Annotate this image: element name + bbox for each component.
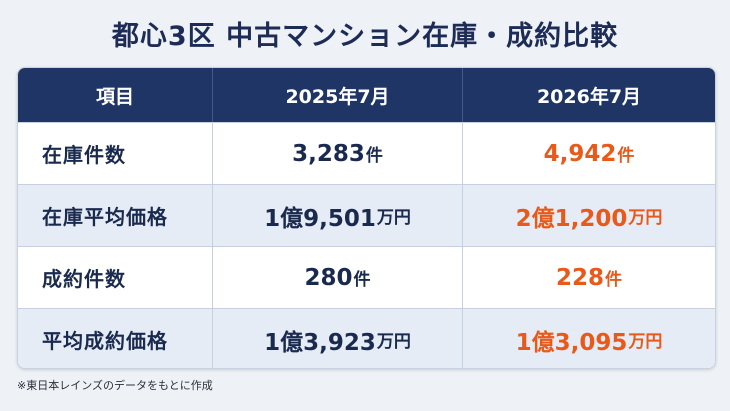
table-row: 成約件数 280 件 228 件 (18, 246, 715, 308)
source-note: ※東日本レインズのデータをもとに作成 (17, 379, 213, 392)
row-label: 在庫件数 (18, 123, 213, 184)
value-number: 1億9,501 (264, 205, 376, 232)
value-number: 1億3,923 (264, 329, 376, 356)
value-2025: 3,283 件 (213, 123, 463, 184)
value-number: 280 (304, 264, 353, 291)
value-2025: 1億3,923 万円 (213, 309, 463, 368)
value-number: 3,283 (292, 140, 365, 167)
value-2026: 4,942 件 (463, 123, 715, 184)
comparison-table: 項目 2025年7月 2026年7月 在庫件数 3,283 件 4,942 件 在庫… (17, 67, 716, 369)
value-2026: 2億1,200 万円 (463, 185, 715, 246)
table-header-row: 項目 2025年7月 2026年7月 (18, 68, 715, 122)
value-number: 228 (555, 264, 604, 291)
header-2025: 2025年7月 (213, 68, 463, 122)
value-number: 1億3,095 (515, 329, 628, 356)
value-2026: 228 件 (463, 247, 715, 308)
value-number: 4,942 (543, 140, 617, 167)
value-unit: 件 (353, 270, 371, 290)
value-number: 2億1,200 (515, 205, 628, 232)
value-unit: 件 (365, 146, 383, 166)
row-label: 在庫平均価格 (18, 185, 213, 246)
value-2025: 1億9,501 万円 (213, 185, 463, 246)
value-unit: 件 (605, 270, 622, 290)
value-unit: 万円 (376, 332, 411, 352)
value-unit: 万円 (376, 208, 411, 228)
table-row: 在庫件数 3,283 件 4,942 件 (18, 122, 715, 184)
row-label: 平均成約価格 (18, 309, 213, 368)
row-label: 成約件数 (18, 247, 213, 308)
header-2026: 2026年7月 (536, 85, 642, 108)
table-row: 在庫平均価格 1億9,501 万円 2億1,200 万円 (18, 184, 715, 246)
value-unit: 万円 (628, 208, 663, 228)
header-item: 項目 (18, 68, 213, 122)
value-2025: 280 件 (213, 247, 463, 308)
value-unit: 件 (617, 146, 635, 166)
value-unit: 万円 (628, 332, 663, 352)
value-2026: 1億3,095 万円 (463, 309, 715, 368)
table-row: 平均成約価格 1億3,923 万円 1億3,095 万円 (18, 308, 715, 368)
page-title: 都心3区 中古マンション在庫・成約比較 (111, 21, 619, 52)
